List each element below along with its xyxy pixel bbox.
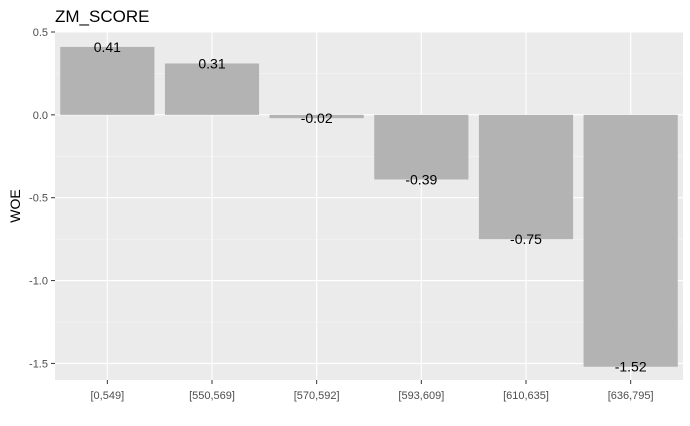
x-axis-ticks: [0,549] [550,569] [570,592] [593,609] [610,6… bbox=[91, 380, 654, 402]
y-axis-ticks: 0.5 0.0 -0.5 -1.0 -1.5 bbox=[29, 27, 55, 370]
bar bbox=[164, 63, 260, 115]
y-tick-label: -0.5 bbox=[29, 193, 48, 205]
x-tick-label: [550,569] bbox=[189, 390, 235, 402]
data-label: -0.39 bbox=[405, 171, 437, 187]
bars bbox=[60, 46, 678, 367]
bar bbox=[478, 114, 574, 240]
data-label: 0.31 bbox=[198, 55, 225, 71]
y-tick-label: 0.0 bbox=[33, 110, 48, 122]
data-label: -0.02 bbox=[301, 110, 333, 126]
x-tick-label: [570,592] bbox=[294, 390, 340, 402]
y-tick-label: -1.5 bbox=[29, 358, 48, 370]
y-tick-label: 0.5 bbox=[33, 27, 48, 39]
x-tick-label: [636,795] bbox=[608, 390, 654, 402]
bar bbox=[60, 46, 155, 115]
bar bbox=[583, 114, 678, 367]
data-labels: 0.41 0.31 -0.02 -0.39 -0.75 -1.52 bbox=[94, 39, 647, 375]
x-tick-label: [593,609] bbox=[398, 390, 444, 402]
chart-title: ZM_SCORE bbox=[55, 7, 149, 26]
y-axis-label: WOE bbox=[7, 189, 23, 222]
data-label: 0.41 bbox=[94, 39, 121, 55]
x-tick-label: [610,635] bbox=[503, 390, 549, 402]
x-tick-label: [0,549] bbox=[91, 390, 125, 402]
bar bbox=[374, 114, 469, 180]
y-tick-label: -1.0 bbox=[29, 276, 48, 288]
data-label: -0.75 bbox=[510, 231, 542, 247]
bar bbox=[269, 114, 364, 119]
data-label: -1.52 bbox=[615, 359, 647, 375]
